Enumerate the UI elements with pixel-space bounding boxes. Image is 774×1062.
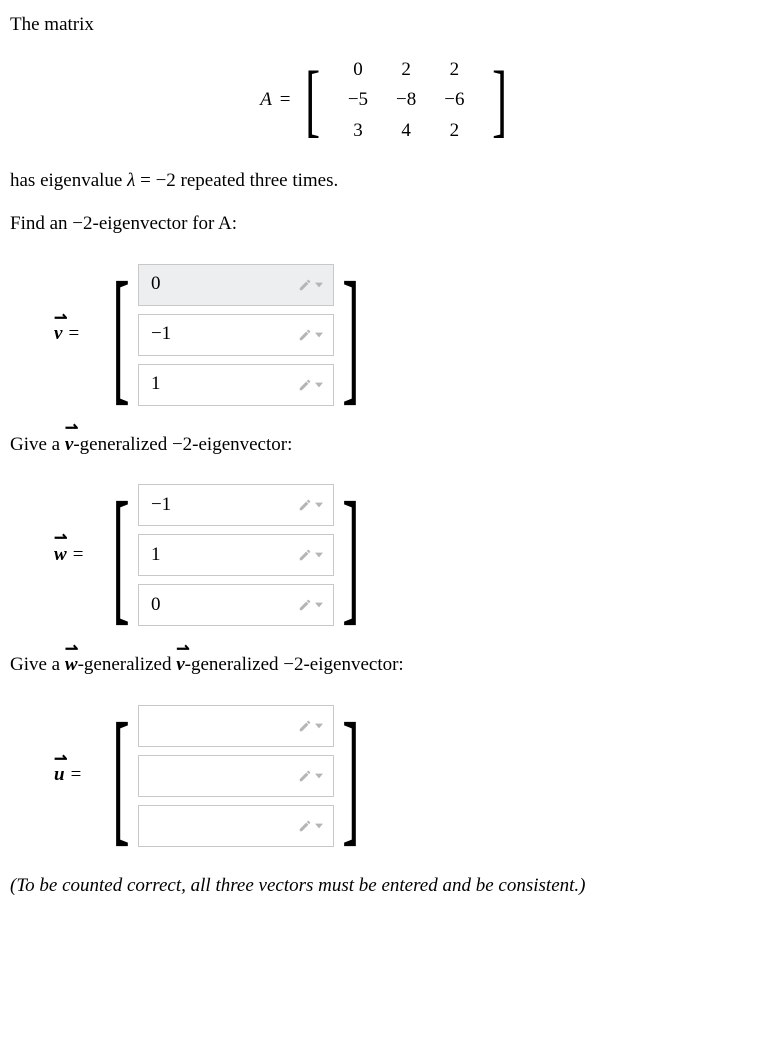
vector-right-bracket: ] [342, 480, 359, 630]
equals-sign: = [73, 542, 84, 569]
vector-w-input-1[interactable]: 1 [138, 534, 334, 576]
vector-left-bracket: [ [112, 260, 129, 410]
input-value: 0 [151, 592, 298, 619]
vector-left-bracket: [ [112, 480, 129, 630]
prompt-u-text-c: -generalized −2-eigenvector: [185, 654, 404, 675]
matrix-cell: 2 [382, 55, 430, 86]
vector-w-input-0[interactable]: −1 [138, 484, 334, 526]
matrix-cell: 3 [334, 116, 382, 147]
vector-v-symbol: ⇀v [54, 321, 62, 348]
vector-w-inline: ⇀w [65, 652, 78, 679]
eigen-text-b: = −2 repeated three times. [135, 170, 338, 191]
vector-left-bracket: [ [112, 701, 129, 851]
input-value: 1 [151, 371, 298, 398]
input-value: 1 [151, 542, 298, 569]
vector-right-bracket: ] [342, 701, 359, 851]
vector-u-symbol: ⇀u [54, 762, 65, 789]
matrix-cell: 4 [382, 116, 430, 147]
vector-u-input-1[interactable] [138, 755, 334, 797]
prompt-u-text-b: -generalized [78, 654, 177, 675]
vector-u-input-0[interactable] [138, 705, 334, 747]
equals-sign: = [280, 87, 291, 114]
vector-u-block: ⇀u = [ ] [54, 697, 764, 855]
vector-v-input-1[interactable]: −1 [138, 314, 334, 356]
matrix-right-bracket: ] [493, 59, 508, 141]
vector-v-block: ⇀v = [ 0 −1 1 ] [54, 256, 764, 414]
input-value: 0 [151, 271, 298, 298]
intro-text: The matrix [10, 12, 764, 39]
footnote: (To be counted correct, all three vector… [10, 873, 764, 900]
edit-icon[interactable] [298, 278, 323, 292]
edit-icon[interactable] [298, 769, 323, 783]
vector-w-input-2[interactable]: 0 [138, 584, 334, 626]
prompt-u-text-a: Give a [10, 654, 65, 675]
eigen-text-a: has eigenvalue [10, 170, 127, 191]
input-value: −1 [151, 321, 298, 348]
matrix-left-bracket: [ [305, 59, 320, 141]
equals-sign: = [71, 762, 82, 789]
edit-icon[interactable] [298, 378, 323, 392]
matrix-equation: A = [ 0 2 2 −5 −8 −6 3 4 2 [10, 55, 764, 147]
edit-icon[interactable] [298, 498, 323, 512]
edit-icon[interactable] [298, 719, 323, 733]
equals-sign: = [68, 321, 79, 348]
prompt-w-text-b: -generalized −2-eigenvector: [73, 434, 292, 455]
matrix-cell: −8 [382, 85, 430, 116]
vector-w-symbol: ⇀w [54, 542, 67, 569]
eigenvalue-line: has eigenvalue λ = −2 repeated three tim… [10, 168, 764, 195]
matrix-cell: 2 [430, 55, 478, 86]
vector-w-block: ⇀w = [ −1 1 0 ] [54, 476, 764, 634]
vector-right-bracket: ] [342, 260, 359, 410]
prompt-u: Give a ⇀w-generalized ⇀v-generalized −2-… [10, 652, 764, 679]
vector-v-input-0[interactable]: 0 [138, 264, 334, 306]
input-value: −1 [151, 492, 298, 519]
edit-icon[interactable] [298, 598, 323, 612]
vector-u-input-2[interactable] [138, 805, 334, 847]
edit-icon[interactable] [298, 819, 323, 833]
edit-icon[interactable] [298, 548, 323, 562]
matrix-cell: −6 [430, 85, 478, 116]
vector-v-inline: ⇀v [65, 432, 73, 459]
matrix-body: 0 2 2 −5 −8 −6 3 4 2 [334, 55, 479, 147]
prompt-w: Give a ⇀v-generalized −2-eigenvector: [10, 432, 764, 459]
matrix-cell: 2 [430, 116, 478, 147]
vector-v-input-2[interactable]: 1 [138, 364, 334, 406]
prompt-w-text-a: Give a [10, 434, 65, 455]
matrix-cell: 0 [334, 55, 382, 86]
matrix-cell: −5 [334, 85, 382, 116]
matrix-symbol: A [260, 87, 272, 114]
vector-v-inline: ⇀v [176, 652, 184, 679]
prompt-v: Find an −2-eigenvector for A: [10, 211, 764, 238]
edit-icon[interactable] [298, 328, 323, 342]
